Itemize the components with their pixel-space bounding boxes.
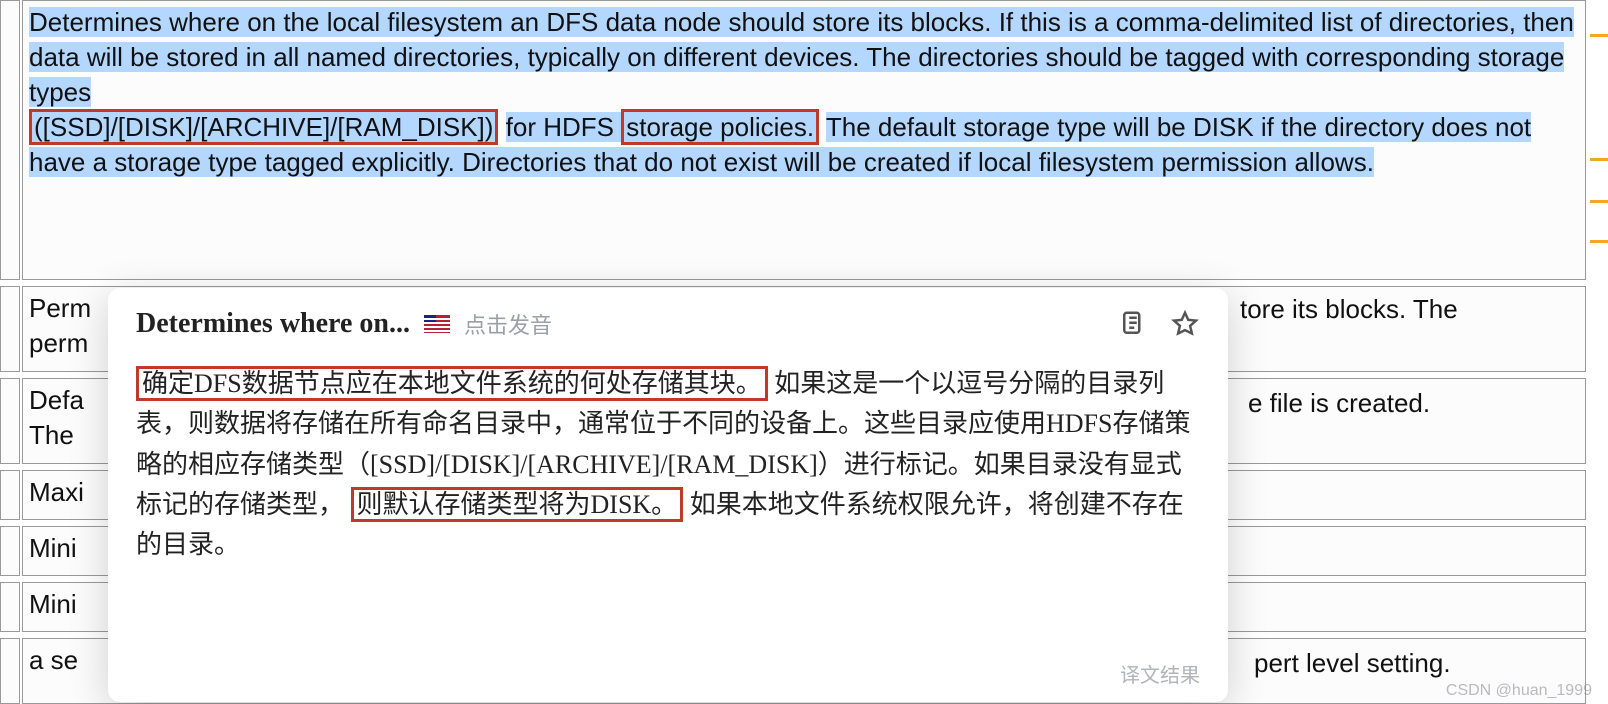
left-col-sliver-2 [0, 286, 20, 372]
left-col-sliver-6 [0, 582, 20, 632]
left-col-sliver-5 [0, 526, 20, 576]
row2-text-a: Perm [29, 293, 91, 323]
watermark: CSDN @huan_1999 [1446, 682, 1592, 700]
translation-box-b: 则默认存储类型将为DISK。 [351, 487, 684, 522]
row5-text: Mini [29, 533, 77, 563]
edge-marker [1590, 200, 1608, 203]
popup-header: Determines where on... 点击发音 [136, 308, 1200, 340]
left-col-sliver-4 [0, 470, 20, 520]
copy-icon[interactable] [1118, 309, 1148, 339]
us-flag-icon [424, 315, 450, 333]
popup-body: 确定DFS数据节点应在本地文件系统的何处存储其块。 如果这是一个以逗号分隔的目录… [136, 364, 1200, 565]
row6-text: Mini [29, 589, 77, 619]
row4-text: Maxi [29, 477, 84, 507]
translation-popup: Determines where on... 点击发音 确定DFS数据节点应在本… [108, 288, 1228, 702]
edge-marker [1590, 240, 1608, 243]
storage-policies-box: storage policies. [621, 109, 819, 145]
description-cell: Determines where on the local filesystem… [22, 0, 1586, 280]
row7-text: a se [29, 645, 78, 675]
row2-right-text: tore its blocks. The [1240, 294, 1458, 325]
left-col-sliver-7 [0, 638, 20, 704]
row3-text-a: Defa [29, 385, 84, 415]
popup-icons [1118, 309, 1200, 339]
row2-text-b: perm [29, 328, 88, 358]
desc-mid: for HDFS [506, 112, 622, 142]
desc-pre: Determines where on the local filesystem… [29, 7, 1574, 107]
left-col-sliver [0, 0, 20, 280]
translation-box-a: 确定DFS数据节点应在本地文件系统的何处存储其块。 [136, 366, 768, 401]
popup-footer-label: 译文结果 [1120, 659, 1200, 688]
star-icon[interactable] [1170, 309, 1200, 339]
row3-right-text: e file is created. [1248, 388, 1430, 419]
edge-marker [1590, 158, 1608, 161]
left-col-sliver-3 [0, 378, 20, 464]
edge-marker [1590, 34, 1608, 37]
pronounce-button[interactable]: 点击发音 [464, 308, 552, 340]
row7-right-text: pert level setting. [1254, 648, 1451, 679]
row3-text-b: The [29, 420, 74, 450]
popup-title: Determines where on... [136, 308, 410, 340]
storage-types-box: ([SSD]/[DISK]/[ARCHIVE]/[RAM_DISK]) [29, 109, 498, 145]
